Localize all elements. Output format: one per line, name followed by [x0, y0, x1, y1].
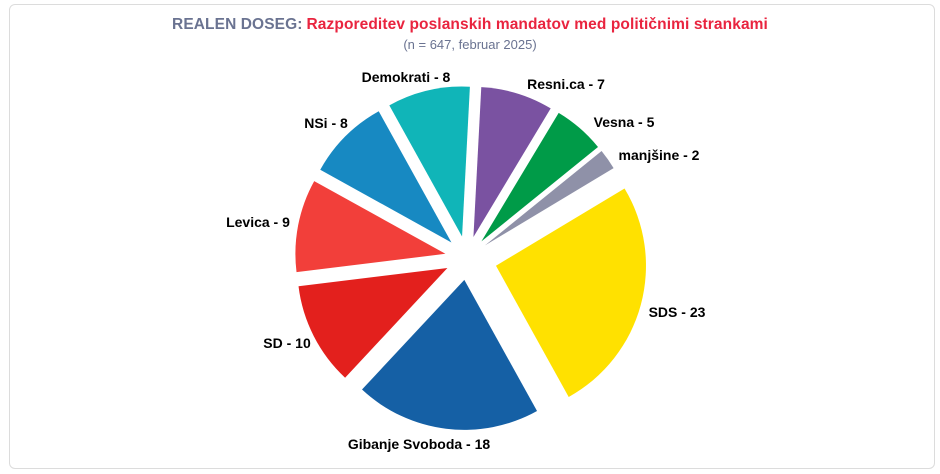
title-prefix: REALEN DOSEG: [172, 16, 303, 33]
pie-slice-sd [298, 267, 448, 378]
pie-slice-vesna [481, 112, 599, 242]
pie-slice-levica [295, 181, 446, 273]
pie-slice-gibanje-svoboda [362, 279, 538, 430]
chart-subtitle: (n = 647, februar 2025) [403, 37, 537, 52]
chart-title: REALEN DOSEG: Razporeditev poslanskih man… [0, 16, 940, 34]
pie-slice-manj-ine [485, 150, 614, 246]
pie-slice-sds [495, 188, 646, 397]
pie-slice-demokrati [389, 86, 470, 237]
pie-slice-nsi [320, 111, 452, 243]
pie-slice-resni-ca [473, 87, 551, 237]
title-main: Razporeditev poslanskih mandatov med pol… [306, 16, 768, 33]
chart-header: REALEN DOSEG: Razporeditev poslanskih man… [0, 16, 940, 52]
